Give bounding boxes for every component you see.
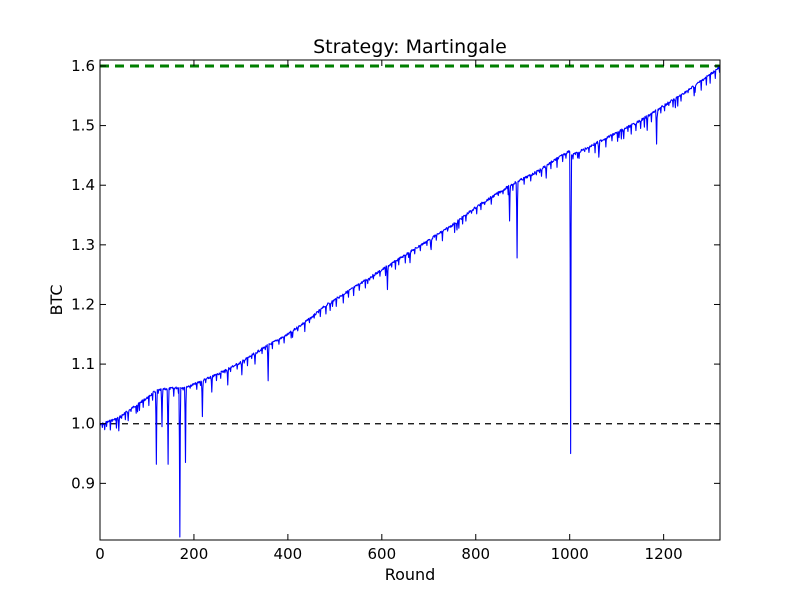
x-tick-label: 800 [461, 545, 490, 563]
y-tick-label: 1.3 [71, 236, 95, 254]
y-tick-label: 1.6 [71, 57, 95, 75]
chart-title: Strategy: Martingale [313, 36, 507, 58]
x-tick-label: 1200 [645, 545, 683, 563]
y-tick-label: 1.0 [71, 415, 95, 433]
x-axis: 0 200 400 600 800 1000 1200 [95, 60, 683, 563]
y-tick-label: 1.2 [71, 295, 95, 313]
series-line-btc [99, 66, 721, 538]
x-tick-label: 200 [180, 545, 209, 563]
plot-frame [99, 59, 721, 541]
y-tick-label: 1.5 [71, 117, 95, 135]
x-tick-label: 1000 [551, 545, 589, 563]
y-axis: 0.9 1.0 1.1 1.2 1.3 1.4 1.5 1.6 [71, 57, 720, 492]
y-tick-label: 0.9 [71, 474, 95, 492]
y-tick-label: 1.4 [71, 176, 95, 194]
x-tick-label: 400 [274, 545, 303, 563]
x-tick-label: 600 [367, 545, 396, 563]
plot-background [100, 60, 720, 540]
x-axis-label: Round [385, 565, 436, 584]
y-axis-label: BTC [47, 285, 66, 316]
x-tick-label: 0 [95, 545, 105, 563]
plot-area [99, 59, 721, 541]
y-tick-label: 1.1 [71, 355, 95, 373]
reference-lines [100, 64, 720, 425]
